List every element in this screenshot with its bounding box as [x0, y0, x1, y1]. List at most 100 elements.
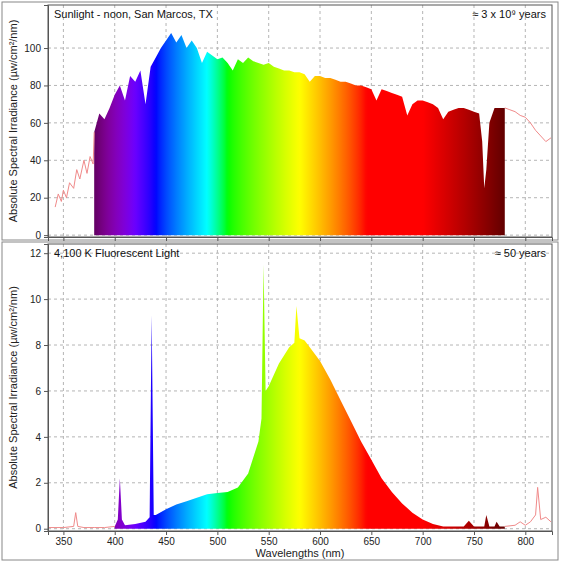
tick: 80 — [30, 80, 48, 91]
tick: 2 — [35, 477, 48, 488]
tick — [320, 237, 321, 241]
tick-label: 60 — [30, 118, 42, 129]
tick: 0 — [35, 523, 48, 534]
tick: 8 — [35, 340, 48, 351]
tick-label: 8 — [35, 340, 41, 351]
tick-label: 20 — [30, 192, 42, 203]
axis-line — [44, 245, 49, 532]
tick-label: 700 — [415, 536, 432, 547]
axis-line — [49, 532, 553, 536]
tick-label: 12 — [30, 248, 42, 259]
x-axis: 350400450500550600650700750800 — [49, 531, 553, 547]
tick-label: 800 — [517, 536, 534, 547]
tick-mark — [44, 198, 48, 199]
tick-label: 40 — [30, 155, 42, 166]
tick-label: 350 — [56, 536, 73, 547]
panel: 0 20 40 60 80 100 Absolute Spectral Irradiance… — [2, 2, 558, 241]
tick-mark — [320, 237, 321, 241]
tick — [525, 237, 526, 241]
annotation: 4,100 K Fluorescent Light — [54, 247, 179, 259]
grid-line — [63, 244, 64, 531]
tick-mark — [217, 531, 218, 535]
tick: 600 — [312, 531, 329, 547]
tick — [269, 237, 270, 241]
spectrum-line — [55, 108, 551, 207]
tick — [474, 237, 475, 241]
tick — [217, 237, 218, 241]
tick-mark — [115, 237, 116, 241]
tick: 650 — [363, 531, 380, 547]
tick: 60 — [30, 118, 48, 129]
panel: 024681012350400450500550600650700750800A… — [2, 242, 558, 560]
tick: 100 — [24, 43, 48, 54]
tick: 12 — [30, 248, 48, 259]
tick-mark — [44, 160, 48, 161]
tick-label: 6 — [35, 386, 41, 397]
tick-mark — [474, 237, 475, 241]
tick: 550 — [261, 531, 278, 547]
tick-mark — [423, 237, 424, 241]
tick-mark — [423, 531, 424, 535]
axis-line — [49, 238, 553, 242]
annotation: ≈ 3 x 10⁹ years — [472, 8, 546, 20]
tick-mark — [525, 237, 526, 241]
tick-mark — [320, 531, 321, 535]
y-axis-title: Absolute Spectral Irradiance (µw/cm²/nm) — [7, 20, 19, 223]
tick-mark — [44, 345, 48, 346]
tick-mark — [371, 531, 372, 535]
tick: 20 — [30, 192, 48, 203]
tick-mark — [44, 483, 48, 484]
tick-label: 600 — [312, 536, 329, 547]
tick: 10 — [30, 294, 48, 305]
tick: 400 — [107, 531, 124, 547]
grid-line — [422, 244, 423, 531]
tick-label: 80 — [30, 80, 42, 91]
tick-mark — [44, 437, 48, 438]
grid-line — [525, 5, 526, 237]
plot-marks — [48, 265, 551, 529]
spectrum-area — [115, 265, 505, 529]
tick: 4 — [35, 432, 48, 443]
grid-line — [48, 48, 552, 49]
grid — [48, 5, 552, 237]
tick-mark — [166, 237, 167, 241]
x-axis — [49, 237, 553, 241]
tick-mark — [44, 235, 48, 236]
tick: 6 — [35, 386, 48, 397]
tick-label: 0 — [35, 230, 41, 241]
tick-mark — [44, 299, 48, 300]
y-axis: 0 2 4 6 8 10 12 — [30, 245, 49, 535]
x-axis-title: Wavelengths (nm) — [256, 547, 345, 559]
spectrum-area — [94, 33, 505, 235]
tick: 40 — [30, 155, 48, 166]
tick-label: 2 — [35, 477, 41, 488]
spectrum-line — [48, 487, 551, 527]
tick-mark — [525, 531, 526, 535]
y-axis: 0 20 40 60 80 100 — [24, 6, 48, 241]
grid-line — [217, 244, 218, 531]
tick-mark — [269, 237, 270, 241]
tick: 0 — [35, 230, 48, 241]
tick-label: 10 — [30, 294, 42, 305]
tick-label: 750 — [466, 536, 483, 547]
grid-line — [166, 244, 167, 531]
annotation: ≈ 50 years — [495, 247, 547, 259]
tick: 700 — [415, 531, 432, 547]
tick-mark — [44, 253, 48, 254]
tick-mark — [217, 237, 218, 241]
tick: 450 — [158, 531, 175, 547]
tick-mark — [474, 531, 475, 535]
tick-mark — [44, 391, 48, 392]
panel-border — [2, 242, 558, 560]
tick — [423, 237, 424, 241]
grid-line — [525, 244, 526, 531]
plot-marks — [55, 33, 551, 235]
tick-label: 400 — [107, 536, 124, 547]
tick-label: 0 — [35, 523, 41, 534]
grid-line — [63, 5, 64, 237]
tick-label: 450 — [158, 536, 175, 547]
tick-mark — [44, 48, 48, 49]
tick-mark — [115, 531, 116, 535]
grid-line — [114, 244, 115, 531]
tick-mark — [166, 531, 167, 535]
